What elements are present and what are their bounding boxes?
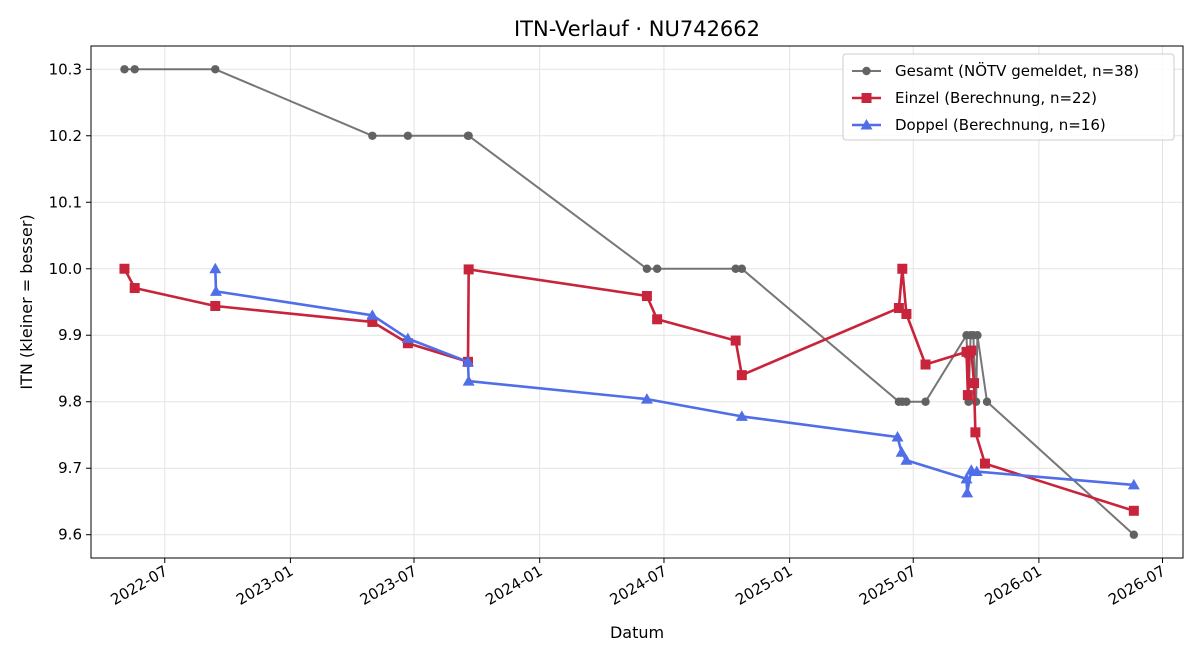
data-point bbox=[403, 131, 413, 140]
data-point bbox=[211, 65, 220, 74]
y-tick-label: 9.6 bbox=[58, 526, 82, 544]
y-tick-label: 10.3 bbox=[49, 60, 82, 78]
data-point bbox=[130, 65, 139, 74]
legend-marker bbox=[862, 66, 871, 76]
data-point bbox=[368, 131, 377, 140]
data-point bbox=[209, 285, 222, 296]
legend-entry: Doppel (Berechnung, n=16) bbox=[852, 116, 1106, 134]
data-point bbox=[640, 393, 653, 404]
grid bbox=[91, 46, 1183, 558]
data-point bbox=[1129, 530, 1139, 539]
data-point bbox=[730, 335, 741, 346]
legend-entry: Gesamt (NÖTV gemeldet, n=38) bbox=[852, 61, 1139, 80]
legend-swatch bbox=[852, 119, 881, 130]
data-point bbox=[642, 264, 652, 273]
data-point bbox=[969, 378, 980, 389]
legend-label: Gesamt (NÖTV gemeldet, n=38) bbox=[895, 61, 1139, 80]
data-point bbox=[401, 332, 414, 344]
data-point bbox=[652, 314, 663, 325]
x-tick-label: 2024-01 bbox=[482, 562, 545, 609]
legend-swatch bbox=[852, 66, 881, 76]
chart-title: ITN-Verlauf · NU742662 bbox=[514, 17, 760, 41]
data-point bbox=[902, 397, 911, 406]
y-tick-label: 9.8 bbox=[58, 393, 82, 411]
data-point bbox=[891, 431, 904, 442]
data-point bbox=[402, 338, 413, 349]
data-point bbox=[966, 345, 977, 356]
data-point bbox=[961, 486, 974, 498]
data-point bbox=[1127, 478, 1140, 490]
data-point bbox=[895, 446, 908, 457]
data-point bbox=[973, 331, 982, 340]
legend-label: Einzel (Berechnung, n=22) bbox=[895, 89, 1097, 107]
y-tick-label: 10.2 bbox=[49, 127, 82, 145]
data-point bbox=[901, 308, 912, 319]
legend-swatch bbox=[852, 93, 881, 103]
legend: Gesamt (NÖTV gemeldet, n=38) Einzel (Bere… bbox=[842, 53, 1175, 141]
x-tick-label: 2023-07 bbox=[357, 562, 420, 609]
y-tick-label: 9.7 bbox=[58, 459, 82, 477]
data-point bbox=[893, 302, 904, 313]
legend-entry: Einzel (Berechnung, n=22) bbox=[852, 89, 1097, 107]
x-tick-label: 2022-07 bbox=[107, 562, 170, 609]
data-point bbox=[462, 375, 475, 386]
series-line bbox=[214, 268, 1134, 495]
ticks-layer: 2022-07 2023-01 2023-07 2024-01 2024-07 2025-… bbox=[49, 60, 1169, 609]
data-point bbox=[737, 264, 747, 273]
data-point bbox=[979, 458, 990, 469]
data-point bbox=[209, 262, 222, 274]
data-point bbox=[464, 131, 473, 140]
y-axis-label: ITN (kleiner = besser) bbox=[17, 214, 36, 389]
legend-marker bbox=[860, 119, 873, 130]
data-point bbox=[921, 397, 930, 406]
data-point bbox=[129, 283, 140, 294]
x-tick-label: 2026-01 bbox=[982, 562, 1045, 609]
data-point bbox=[736, 370, 747, 381]
data-point bbox=[367, 316, 378, 327]
data-point bbox=[652, 264, 662, 273]
data-point bbox=[735, 410, 748, 421]
series-line bbox=[123, 267, 1135, 513]
data-point bbox=[897, 263, 908, 274]
data-point bbox=[210, 300, 221, 311]
data-point bbox=[920, 359, 931, 370]
x-axis-label: Datum bbox=[610, 623, 664, 642]
data-point bbox=[982, 397, 992, 406]
data-point bbox=[1128, 505, 1139, 516]
legend-marker bbox=[861, 93, 872, 103]
plot-frame bbox=[90, 45, 1184, 559]
series-3 bbox=[209, 262, 1140, 498]
x-tick-label: 2025-07 bbox=[856, 562, 919, 609]
legend-label: Doppel (Berechnung, n=16) bbox=[895, 116, 1106, 134]
x-tick-label: 2023-01 bbox=[233, 562, 296, 609]
series-layer bbox=[119, 65, 1140, 539]
x-tick-label: 2026-07 bbox=[1105, 562, 1168, 609]
data-point bbox=[962, 390, 973, 401]
data-point bbox=[971, 397, 981, 406]
data-point bbox=[463, 264, 474, 275]
x-tick-label: 2025-01 bbox=[732, 562, 795, 609]
data-point bbox=[366, 309, 379, 320]
y-tick-label: 9.9 bbox=[58, 326, 82, 344]
data-point bbox=[970, 465, 983, 477]
y-tick-label: 10.1 bbox=[49, 193, 82, 211]
data-point bbox=[641, 291, 652, 302]
data-point bbox=[731, 264, 740, 273]
data-point bbox=[970, 427, 981, 438]
series-2 bbox=[119, 263, 1139, 516]
y-tick-label: 10.0 bbox=[49, 260, 82, 278]
data-point bbox=[900, 454, 913, 465]
legend-box bbox=[842, 53, 1175, 141]
data-point bbox=[120, 65, 129, 74]
x-tick-label: 2024-07 bbox=[607, 562, 670, 609]
data-point bbox=[119, 263, 130, 274]
data-point bbox=[461, 355, 474, 367]
data-point bbox=[960, 472, 973, 484]
